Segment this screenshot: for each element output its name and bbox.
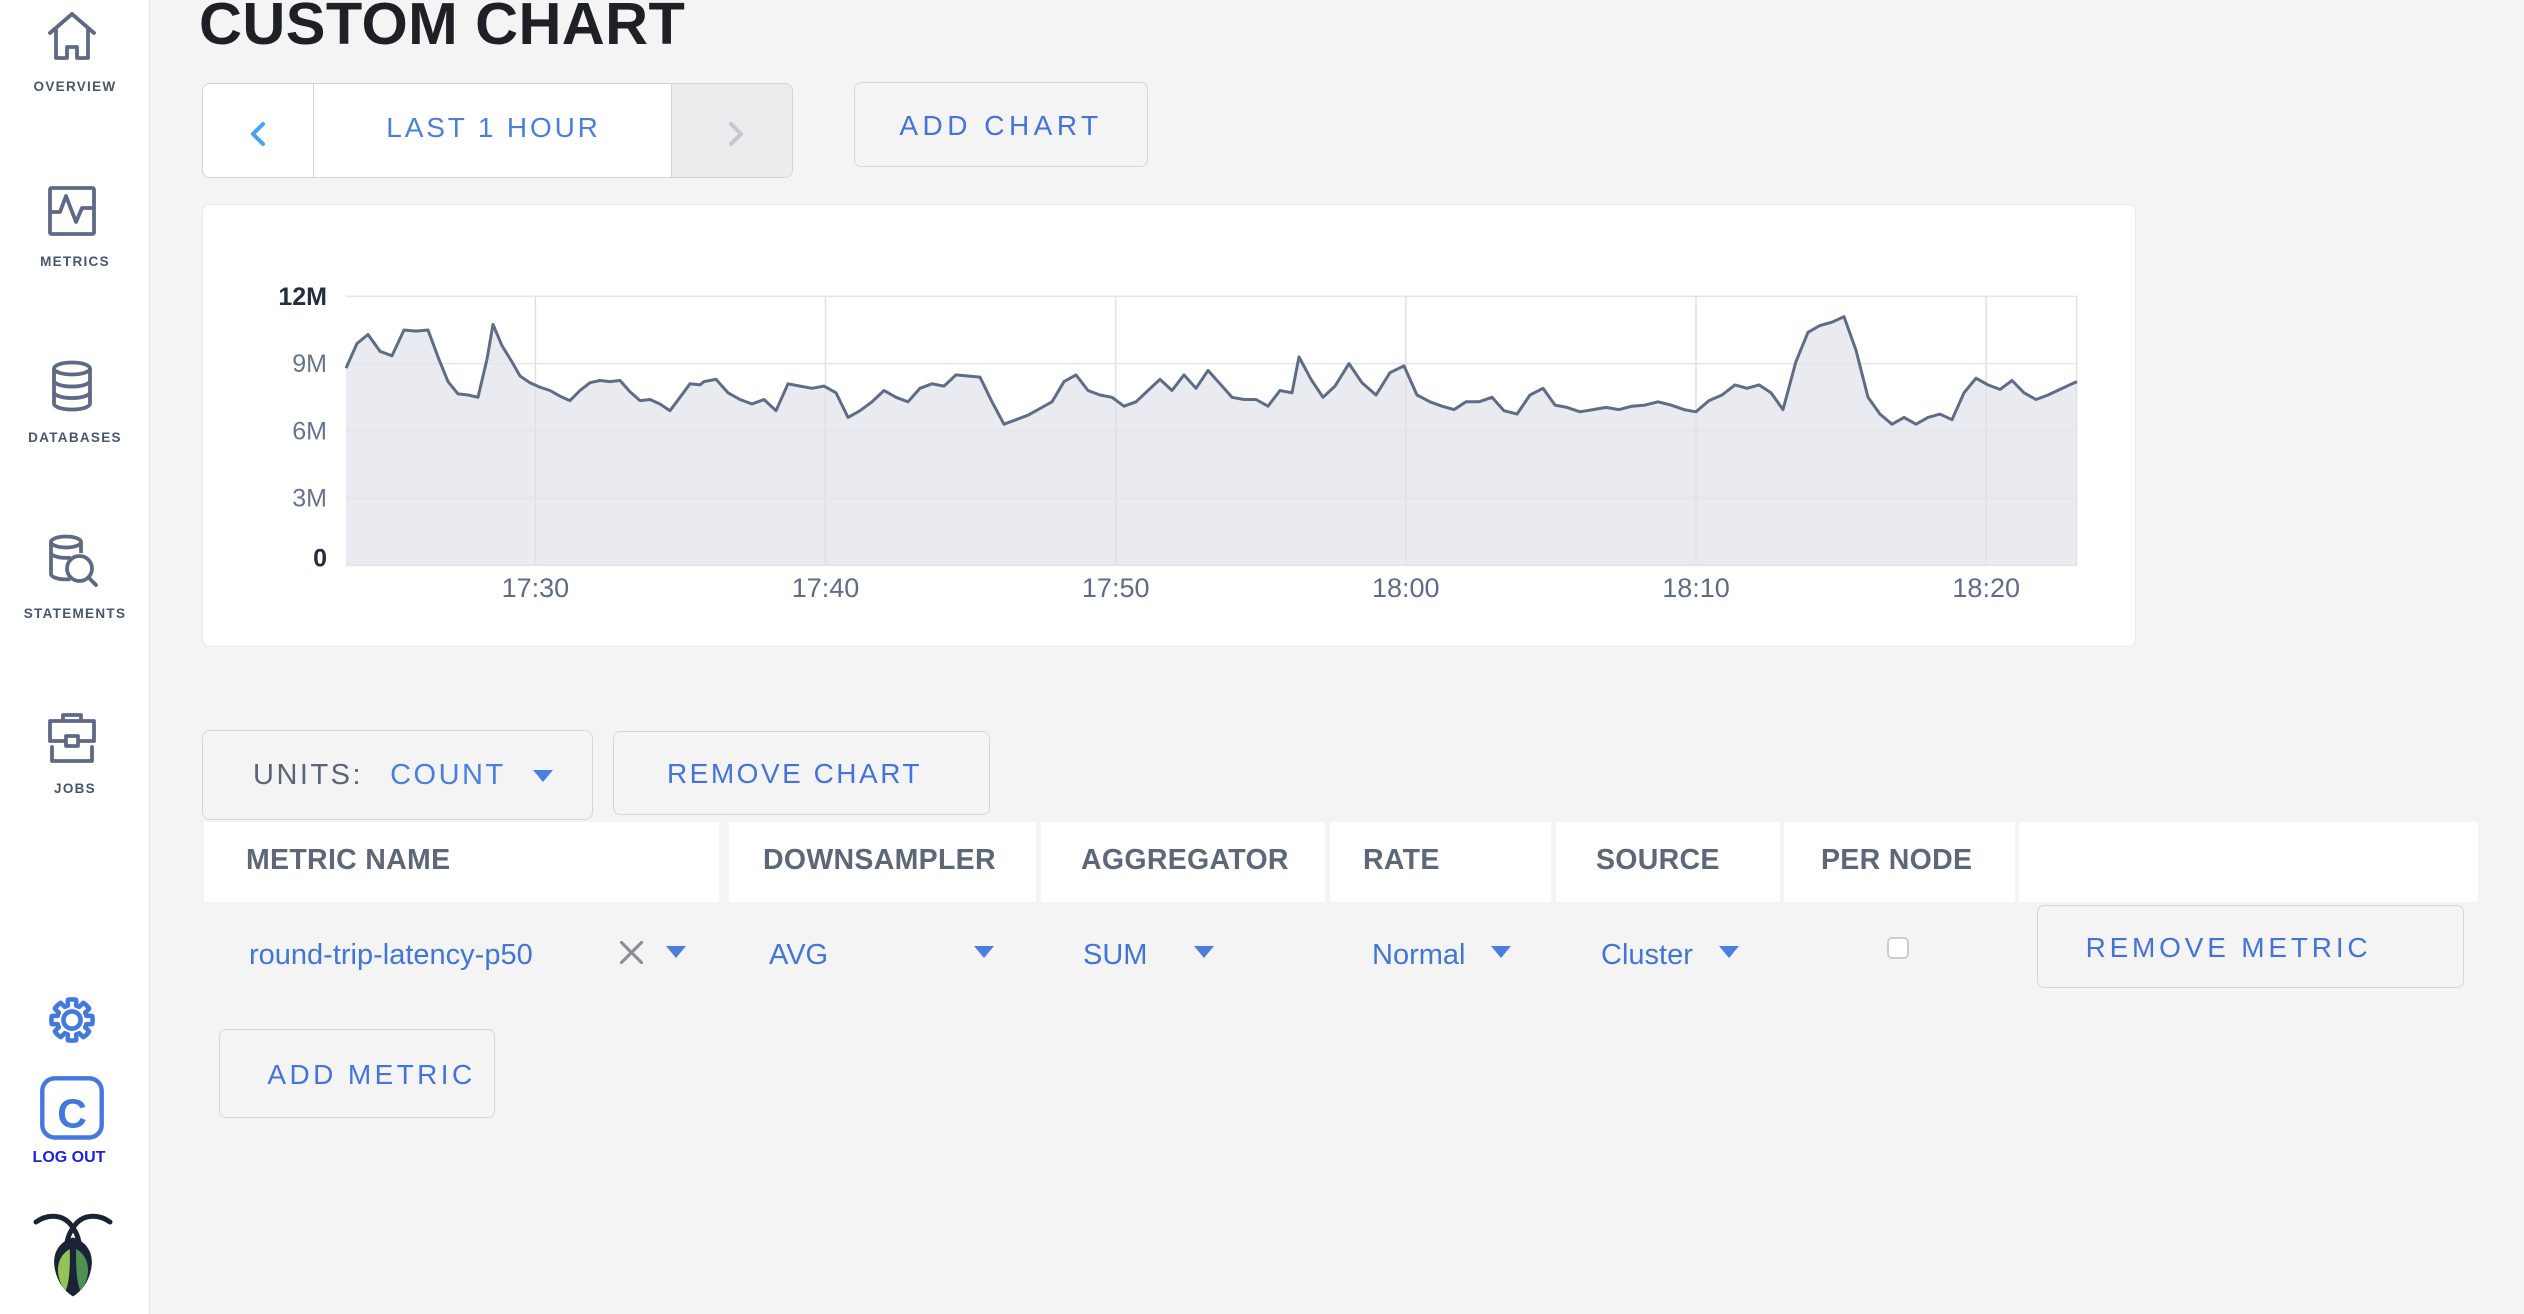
svg-text:18:20: 18:20: [1952, 573, 2020, 603]
svg-text:6M: 6M: [292, 417, 327, 445]
svg-text:0: 0: [313, 544, 327, 572]
svg-text:18:00: 18:00: [1372, 573, 1440, 603]
svg-text:17:30: 17:30: [502, 573, 570, 603]
svg-text:9M: 9M: [292, 350, 327, 378]
svg-text:3M: 3M: [292, 485, 327, 513]
svg-text:17:50: 17:50: [1082, 573, 1150, 603]
svg-text:17:40: 17:40: [792, 573, 860, 603]
svg-text:C: C: [57, 1091, 87, 1137]
svg-text:12M: 12M: [278, 283, 327, 311]
svg-text:18:10: 18:10: [1662, 573, 1730, 603]
